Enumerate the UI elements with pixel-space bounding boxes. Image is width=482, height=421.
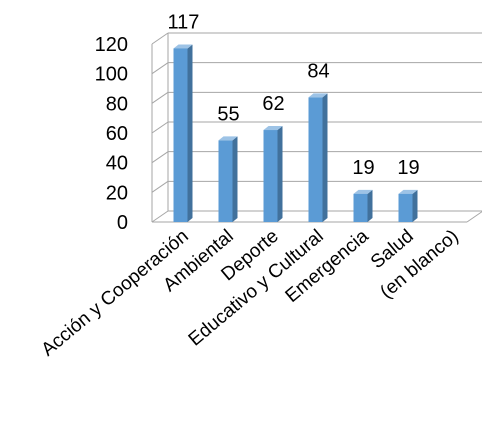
- bar-educativo-y-cultural: [308, 93, 328, 223]
- data-label-ambiental: 55: [217, 103, 239, 125]
- y-tick-label: 0: [117, 212, 128, 234]
- category-labels: Acción y CooperaciónAmbientalDeporteEduc…: [38, 225, 463, 360]
- bar-side: [187, 44, 193, 223]
- bar-front: [353, 193, 368, 222]
- y-tick-label: 80: [106, 93, 128, 115]
- bar-side: [412, 189, 418, 222]
- gridline-wall: [151, 151, 169, 164]
- bar-emergencia: [353, 189, 373, 222]
- bar-top: [308, 93, 328, 98]
- bars: [173, 44, 418, 223]
- data-label-educativo-y-cultural: 84: [307, 60, 329, 82]
- bar-accion-y-cooperacion: [173, 44, 193, 223]
- floor-right-edge: [466, 211, 482, 223]
- gridline-wall: [151, 180, 169, 193]
- y-tick-label: 60: [106, 123, 128, 145]
- bar-salud: [398, 189, 418, 222]
- bar-front: [173, 48, 188, 223]
- y-tick-label: 100: [95, 64, 128, 86]
- bar-side: [277, 126, 283, 222]
- bar-top: [398, 189, 418, 194]
- bar-top: [173, 44, 193, 49]
- y-axis: 0 20 40 60 80 100 120: [95, 34, 128, 234]
- gridline-wall: [151, 32, 169, 45]
- bar-side: [322, 93, 328, 223]
- bar-front: [218, 140, 233, 222]
- y-tick-label: 40: [106, 153, 128, 175]
- bar-side: [232, 136, 238, 222]
- bar-top: [218, 136, 238, 141]
- gridline-wall: [151, 91, 169, 104]
- bar-front: [398, 193, 413, 222]
- data-labels: 117 55 62 84 19 19: [168, 11, 420, 178]
- bar-top: [263, 126, 283, 131]
- data-label-accion-y-cooperacion: 117: [168, 11, 200, 33]
- data-label-emergencia: 19: [352, 157, 374, 179]
- bar-ambiental: [218, 136, 238, 222]
- gridline-wall: [151, 210, 169, 223]
- gridline-wall: [151, 121, 169, 134]
- gridline-wall: [151, 62, 169, 75]
- bar-deporte: [263, 126, 283, 222]
- bar-side: [367, 189, 373, 222]
- data-label-salud: 19: [397, 157, 419, 179]
- bar-top: [353, 189, 373, 194]
- bar-front: [263, 130, 278, 222]
- bar-front: [308, 97, 323, 222]
- y-tick-label: 20: [106, 182, 128, 204]
- data-label-deporte: 62: [262, 93, 284, 115]
- y-tick-label: 120: [95, 34, 128, 56]
